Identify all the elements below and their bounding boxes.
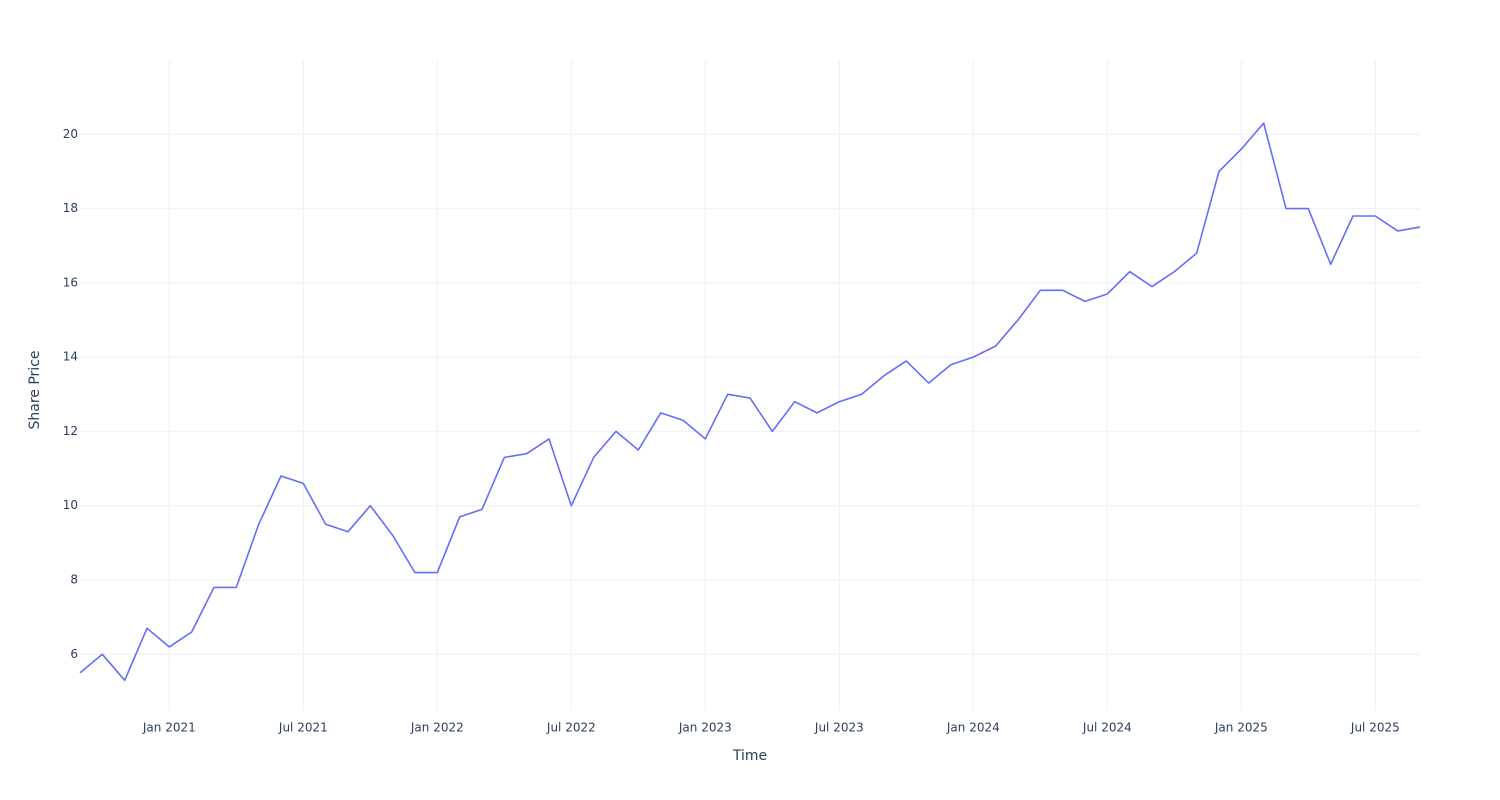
x-tick-label: Jul 2022 — [546, 721, 596, 735]
y-tick-label: 16 — [63, 275, 78, 289]
y-tick-label: 12 — [63, 424, 78, 438]
x-tick-label: Jan 2025 — [1214, 721, 1268, 735]
y-tick-label: 20 — [63, 127, 78, 141]
y-tick-label: 6 — [70, 647, 78, 661]
x-tick-label: Jul 2023 — [814, 721, 864, 735]
y-tick-label: 14 — [63, 350, 78, 364]
x-tick-label: Jan 2022 — [410, 721, 464, 735]
x-tick-label: Jan 2023 — [678, 721, 732, 735]
y-tick-label: 18 — [63, 201, 78, 215]
x-axis-title: Time — [732, 748, 767, 764]
x-tick-label: Jul 2024 — [1082, 721, 1132, 735]
y-tick-label: 8 — [70, 573, 78, 587]
line — [79, 122, 1421, 682]
x-tick-label: Jan 2024 — [946, 721, 1000, 735]
x-tick-label: Jan 2021 — [142, 721, 196, 735]
x-tick-label: Jul 2025 — [1350, 721, 1400, 735]
x-tick-label: Jul 2021 — [278, 721, 328, 735]
y-axis-title: Share Price — [27, 350, 43, 429]
y-tick-label: 10 — [63, 498, 78, 512]
